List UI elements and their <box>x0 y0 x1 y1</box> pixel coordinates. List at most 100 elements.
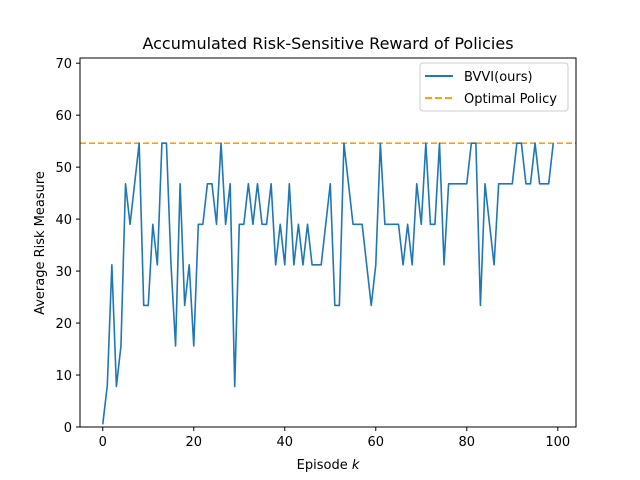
data-point <box>261 224 263 226</box>
data-point <box>339 305 341 307</box>
data-point <box>125 183 127 185</box>
data-point <box>393 224 395 226</box>
data-point <box>229 183 231 185</box>
data-point <box>147 305 149 307</box>
x-tick-label: 60 <box>368 435 385 450</box>
data-point <box>129 224 131 226</box>
data-point <box>502 183 504 185</box>
data-point <box>243 224 245 226</box>
data-point <box>375 264 377 266</box>
y-axis-label: Average Risk Measure <box>33 171 48 315</box>
data-point <box>521 142 523 144</box>
data-point <box>534 142 536 144</box>
plot-frame <box>79 57 577 428</box>
data-point <box>366 264 368 266</box>
data-point <box>316 264 318 266</box>
data-point <box>293 264 295 266</box>
series-bvvi-points <box>102 142 554 425</box>
series-bvvi-line <box>101 142 555 425</box>
data-point <box>134 183 136 185</box>
data-point <box>143 305 145 307</box>
data-point <box>434 224 436 226</box>
data-point <box>238 224 240 226</box>
data-point <box>216 224 218 226</box>
data-point <box>248 183 250 185</box>
data-point <box>361 224 363 226</box>
data-point <box>466 183 468 185</box>
data-point <box>188 264 190 266</box>
data-point <box>407 224 409 226</box>
y-tick-label: 30 <box>55 265 72 280</box>
x-tick-label: 0 <box>99 435 107 450</box>
data-point <box>266 224 268 226</box>
data-point <box>420 224 422 226</box>
y-tick-label: 0 <box>64 421 72 436</box>
data-point <box>471 142 473 144</box>
data-point <box>220 142 222 144</box>
y-tick-label: 20 <box>55 317 72 332</box>
data-point <box>493 264 495 266</box>
data-point <box>380 142 382 144</box>
data-point <box>166 142 168 144</box>
data-point <box>443 264 445 266</box>
data-point <box>384 224 386 226</box>
data-point <box>484 183 486 185</box>
legend: BVVI(ours) Optimal Policy <box>419 62 569 112</box>
data-point <box>111 264 113 266</box>
data-point <box>343 142 345 144</box>
data-point <box>411 264 413 266</box>
legend-label-optimal-policy: Optimal Policy <box>464 92 557 107</box>
data-point <box>439 142 441 144</box>
data-point <box>525 183 527 185</box>
data-point <box>530 183 532 185</box>
data-point <box>179 183 181 185</box>
data-point <box>211 183 213 185</box>
data-point <box>452 183 454 185</box>
x-axis: 0 20 40 60 80 100 <box>99 427 570 450</box>
data-point <box>152 224 154 226</box>
data-point <box>329 183 331 185</box>
data-point <box>302 264 304 266</box>
data-point <box>357 224 359 226</box>
data-point <box>457 183 459 185</box>
data-point <box>270 183 272 185</box>
data-point <box>489 224 491 226</box>
x-tick-label: 80 <box>459 435 476 450</box>
y-tick-label: 40 <box>55 213 72 228</box>
data-point <box>552 142 554 144</box>
data-point <box>289 183 291 185</box>
legend-box <box>419 62 569 112</box>
y-tick-label: 60 <box>55 109 72 124</box>
data-point <box>448 183 450 185</box>
legend-label-bvvi: BVVI(ours) <box>464 70 533 85</box>
data-point <box>279 224 281 226</box>
x-axis-label-var: k <box>352 458 360 473</box>
data-point <box>257 183 259 185</box>
data-point <box>102 424 104 426</box>
plot-area <box>79 57 577 428</box>
data-point <box>352 224 354 226</box>
data-point <box>334 305 336 307</box>
data-point <box>116 386 118 388</box>
x-tick-label: 40 <box>276 435 293 450</box>
data-point <box>402 264 404 266</box>
data-point <box>320 264 322 266</box>
data-point <box>389 224 391 226</box>
data-point <box>430 224 432 226</box>
y-tick-label: 70 <box>55 57 72 72</box>
data-point <box>370 305 372 307</box>
y-tick-label: 10 <box>55 369 72 384</box>
data-point <box>120 345 122 347</box>
data-point <box>234 386 236 388</box>
data-point <box>275 264 277 266</box>
data-point <box>543 183 545 185</box>
data-point <box>198 224 200 226</box>
data-point <box>170 264 172 266</box>
data-point <box>539 183 541 185</box>
chart-title: Accumulated Risk-Sensitive Reward of Pol… <box>142 34 513 53</box>
data-point <box>348 183 350 185</box>
data-point <box>461 183 463 185</box>
x-axis-label-text: Episode <box>297 458 352 473</box>
data-point <box>311 264 313 266</box>
x-axis-label: Episode k <box>297 458 360 473</box>
